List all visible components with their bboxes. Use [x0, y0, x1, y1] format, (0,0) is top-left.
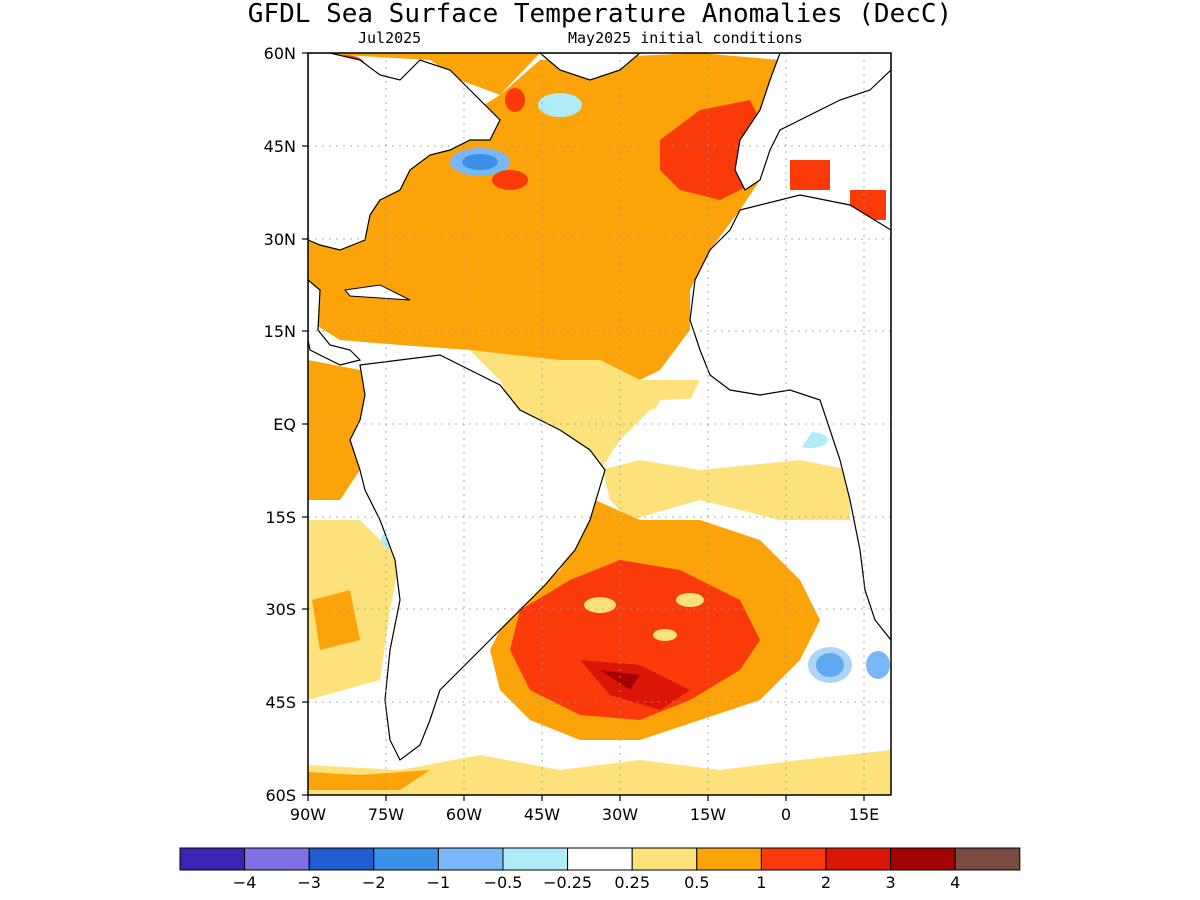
colorbar-label: 2	[821, 873, 831, 892]
gridlines	[308, 53, 891, 795]
colorbar: −4 −3 −2 −1 −0.5 −0.25 0.25 0.5 1 2 3 4	[179, 847, 1021, 892]
lat-label: EQ	[273, 415, 296, 434]
lat-label: 60S	[265, 786, 296, 805]
lon-label: 15W	[690, 805, 726, 824]
lon-label: 60W	[446, 805, 482, 824]
initial-conditions-label: May2025 initial conditions	[568, 29, 803, 47]
colorbar-swatch	[308, 847, 375, 871]
colorbar-label: −3	[297, 873, 321, 892]
colorbar-label: 3	[886, 873, 896, 892]
lon-label: 15E	[849, 805, 879, 824]
lon-label: 0	[781, 805, 791, 824]
lat-label: 30S	[265, 600, 296, 619]
forecast-month: Jul2025	[358, 29, 422, 47]
lat-label: 30N	[264, 230, 296, 249]
colorbar-swatch	[373, 847, 439, 871]
longitude-axis: 90W 75W 60W 45W 30W 15W 0 15E	[290, 795, 879, 824]
colorbar-label: 1	[756, 873, 766, 892]
colorbar-swatch	[631, 847, 698, 871]
land-masses	[308, 53, 891, 761]
colorbar-swatch	[437, 847, 504, 871]
colorbar-swatch	[696, 847, 762, 871]
lon-label: 75W	[368, 805, 404, 824]
colorbar-label: 4	[950, 873, 960, 892]
colorbar-swatch	[244, 847, 310, 871]
lon-label: 90W	[290, 805, 326, 824]
colorbar-label: −0.25	[543, 873, 592, 892]
colorbar-label: −4	[233, 873, 257, 892]
colorbar-swatch	[890, 847, 956, 871]
lon-label: 30W	[602, 805, 638, 824]
colorbar-label: −1	[427, 873, 451, 892]
colorbar-swatch	[179, 847, 246, 871]
colorbar-swatch	[760, 847, 827, 871]
lat-label: 45N	[264, 137, 296, 156]
lat-label: 60N	[264, 44, 296, 63]
colorbar-label: 0.5	[684, 873, 709, 892]
colorbar-label: −0.5	[484, 873, 523, 892]
map-title: GFDL Sea Surface Temperature Anomalies (…	[247, 0, 953, 29]
colorbar-swatch	[954, 847, 1021, 871]
colorbar-label: −2	[362, 873, 386, 892]
colorbar-swatch	[825, 847, 892, 871]
lat-label: 15S	[265, 508, 296, 527]
colorbar-swatch	[502, 847, 569, 871]
latitude-axis: 60N 45N 30N 15N EQ 15S 30S 45S 60S	[264, 44, 308, 805]
lat-label: 15N	[264, 322, 296, 341]
colorbar-label: 0.25	[614, 873, 650, 892]
lat-label: 45S	[265, 693, 296, 712]
colorbar-swatch	[567, 847, 633, 871]
lon-label: 45W	[524, 805, 560, 824]
